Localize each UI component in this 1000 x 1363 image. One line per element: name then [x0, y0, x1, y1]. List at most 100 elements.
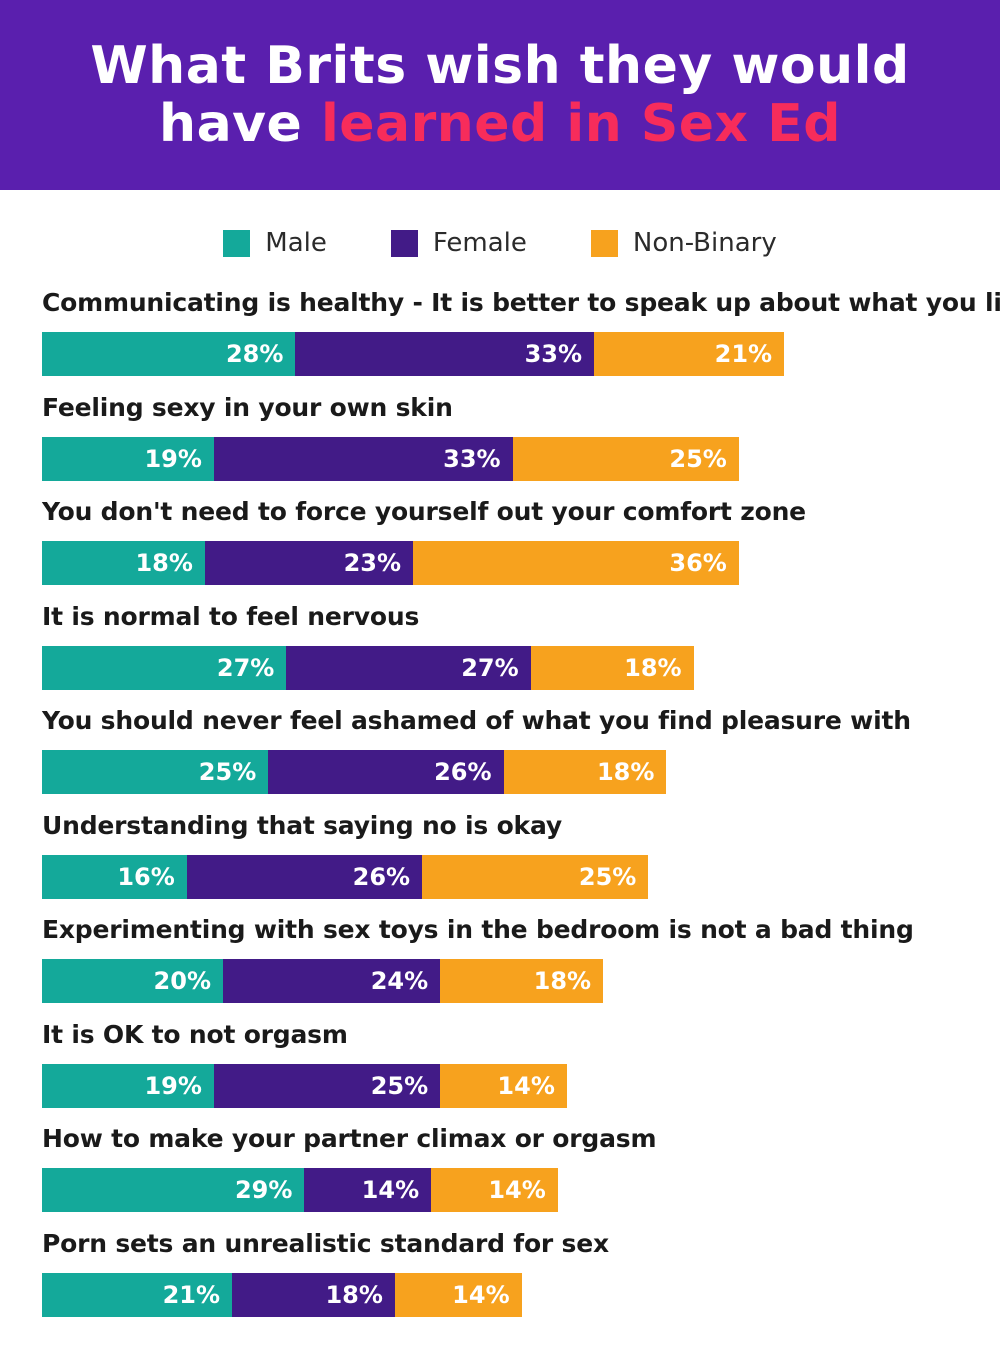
bar-segment-non-binary: 18% [440, 959, 604, 1003]
category-label: It is OK to not orgasm [42, 1019, 348, 1049]
legend-swatch-non-binary [590, 229, 618, 257]
data-label: 16% [117, 862, 175, 891]
stacked-bar: 27% 27% 18% [42, 645, 694, 690]
bar-segment-female: 26% [268, 750, 504, 794]
bar-segment-female: 23% [204, 541, 414, 585]
stacked-bar: 19% 33% 25% [42, 436, 739, 481]
legend-label-female: Female [432, 228, 527, 258]
title-line-2: have learned in Sex Ed [159, 95, 841, 153]
data-label: 19% [144, 1071, 202, 1100]
stacked-bar: 18% 23% 36% [42, 541, 739, 585]
data-label: 18% [533, 967, 592, 995]
data-label: 18% [135, 549, 193, 577]
bar-row: It is normal to feel nervous 27% 27% 18% [42, 600, 982, 705]
bar-row: It is OK to not orgasm 19% 25% 14% [42, 1018, 982, 1123]
bar-segment-non-binary: 14% [431, 1168, 558, 1212]
bar-row: Porn sets an unrealistic standard for se… [42, 1227, 982, 1332]
bar-segment-non-binary: 21% [594, 332, 785, 376]
bar-segment-female: 18% [232, 1272, 395, 1317]
data-label: 27% [216, 653, 275, 682]
data-label: 25% [198, 758, 257, 786]
data-label: 33% [443, 444, 501, 473]
stacked-bar: 28% 33% 21% [42, 332, 785, 376]
bar-segment-female: 24% [223, 959, 441, 1003]
data-label: 29% [234, 1176, 293, 1204]
bar-segment-male: 16% [42, 854, 187, 899]
data-label: 21% [162, 1280, 221, 1309]
bar-segment-non-binary: 25% [512, 436, 739, 481]
header-banner: What Brits wish they would have learned … [0, 0, 1000, 190]
category-label: It is normal to feel nervous [42, 601, 420, 631]
legend-item-male: Male [223, 228, 327, 258]
category-label: You should never feel ashamed of what yo… [42, 706, 911, 735]
bar-segment-male: 19% [42, 436, 214, 481]
title-line-1: What Brits wish they would [90, 36, 910, 96]
bar-segment-male: 18% [42, 541, 205, 585]
bar-segment-female: 14% [304, 1168, 432, 1212]
category-label: Porn sets an unrealistic standard for se… [42, 1228, 609, 1258]
category-label: How to make your partner climax or orgas… [42, 1124, 657, 1153]
legend-swatch-female [390, 229, 418, 257]
bar-segment-non-binary: 18% [503, 750, 667, 794]
category-label: Understanding that saying no is okay [42, 810, 562, 840]
bar-segment-male: 28% [42, 332, 296, 376]
bar-segment-male: 21% [42, 1272, 233, 1317]
data-label: 14% [497, 1071, 555, 1100]
data-label: 23% [343, 549, 402, 577]
data-label: 26% [434, 758, 492, 786]
legend-label-male: Male [265, 228, 327, 258]
data-label: 18% [624, 653, 682, 682]
stacked-bar: 21% 18% 14% [42, 1272, 522, 1317]
bar-row: Understanding that saying no is okay 16% 2… [42, 809, 982, 914]
bar-segment-non-binary: 14% [394, 1272, 522, 1317]
category-label: You don't need to force yourself out you… [42, 497, 806, 526]
bar-segment-female: 25% [213, 1063, 441, 1108]
data-label: 19% [144, 444, 202, 473]
category-label: Feeling sexy in your own skin [42, 392, 453, 422]
data-label: 36% [669, 549, 727, 577]
data-label: 33% [524, 340, 583, 368]
chart-rows: Communicating is healthy - It is better … [42, 286, 1000, 1332]
bar-row: How to make your partner climax or orgas… [42, 1122, 982, 1227]
data-label: 18% [325, 1280, 383, 1309]
data-label: 14% [488, 1176, 546, 1204]
bar-segment-female: 33% [295, 332, 595, 376]
bar-segment-male: 19% [42, 1063, 214, 1108]
bar-row: Feeling sexy in your own skin 19% 33% 25% [42, 391, 982, 496]
stacked-bar: 19% 25% 14% [42, 1063, 567, 1108]
bar-row: You should never feel ashamed of what yo… [42, 704, 982, 809]
data-label: 25% [370, 1071, 429, 1100]
bar-row: Experimenting with sex toys in the bedro… [42, 913, 982, 1018]
stacked-bar: 20% 24% 18% [42, 959, 604, 1003]
bar-segment-female: 26% [186, 854, 423, 899]
title-plain-text: have [159, 94, 321, 154]
data-label: 24% [370, 967, 429, 995]
bar-segment-non-binary: 18% [530, 645, 694, 690]
legend-label-non-binary: Non-Binary [632, 228, 777, 258]
legend-item-female: Female [390, 228, 527, 258]
bar-segment-non-binary: 14% [440, 1063, 567, 1108]
bar-segment-female: 33% [213, 436, 513, 481]
bar-row: You don't need to force yourself out you… [42, 495, 982, 600]
bar-segment-non-binary: 25% [422, 854, 649, 899]
bar-segment-male: 20% [42, 959, 223, 1003]
data-label: 18% [596, 758, 655, 786]
data-label: 25% [669, 444, 727, 473]
legend-swatch-male [223, 229, 251, 257]
bar-segment-male: 27% [42, 645, 287, 690]
bar-segment-female: 27% [286, 645, 531, 690]
bar-segment-male: 25% [42, 750, 269, 794]
category-label: Communicating is healthy - It is better … [42, 288, 1000, 317]
data-label: 26% [352, 862, 411, 891]
title-highlight-text: learned in Sex Ed [320, 94, 841, 154]
data-label: 21% [714, 340, 773, 368]
legend-item-non-binary: Non-Binary [590, 228, 777, 258]
stacked-bar: 29% 14% 14% [42, 1168, 558, 1212]
data-label: 27% [461, 653, 519, 682]
data-label: 20% [153, 967, 211, 995]
stacked-bar: 16% 26% 25% [42, 854, 649, 899]
bar-row: Communicating is healthy - It is better … [42, 286, 1000, 391]
bar-segment-male: 29% [42, 1168, 305, 1212]
data-label: 14% [452, 1280, 510, 1309]
data-label: 25% [578, 862, 637, 891]
